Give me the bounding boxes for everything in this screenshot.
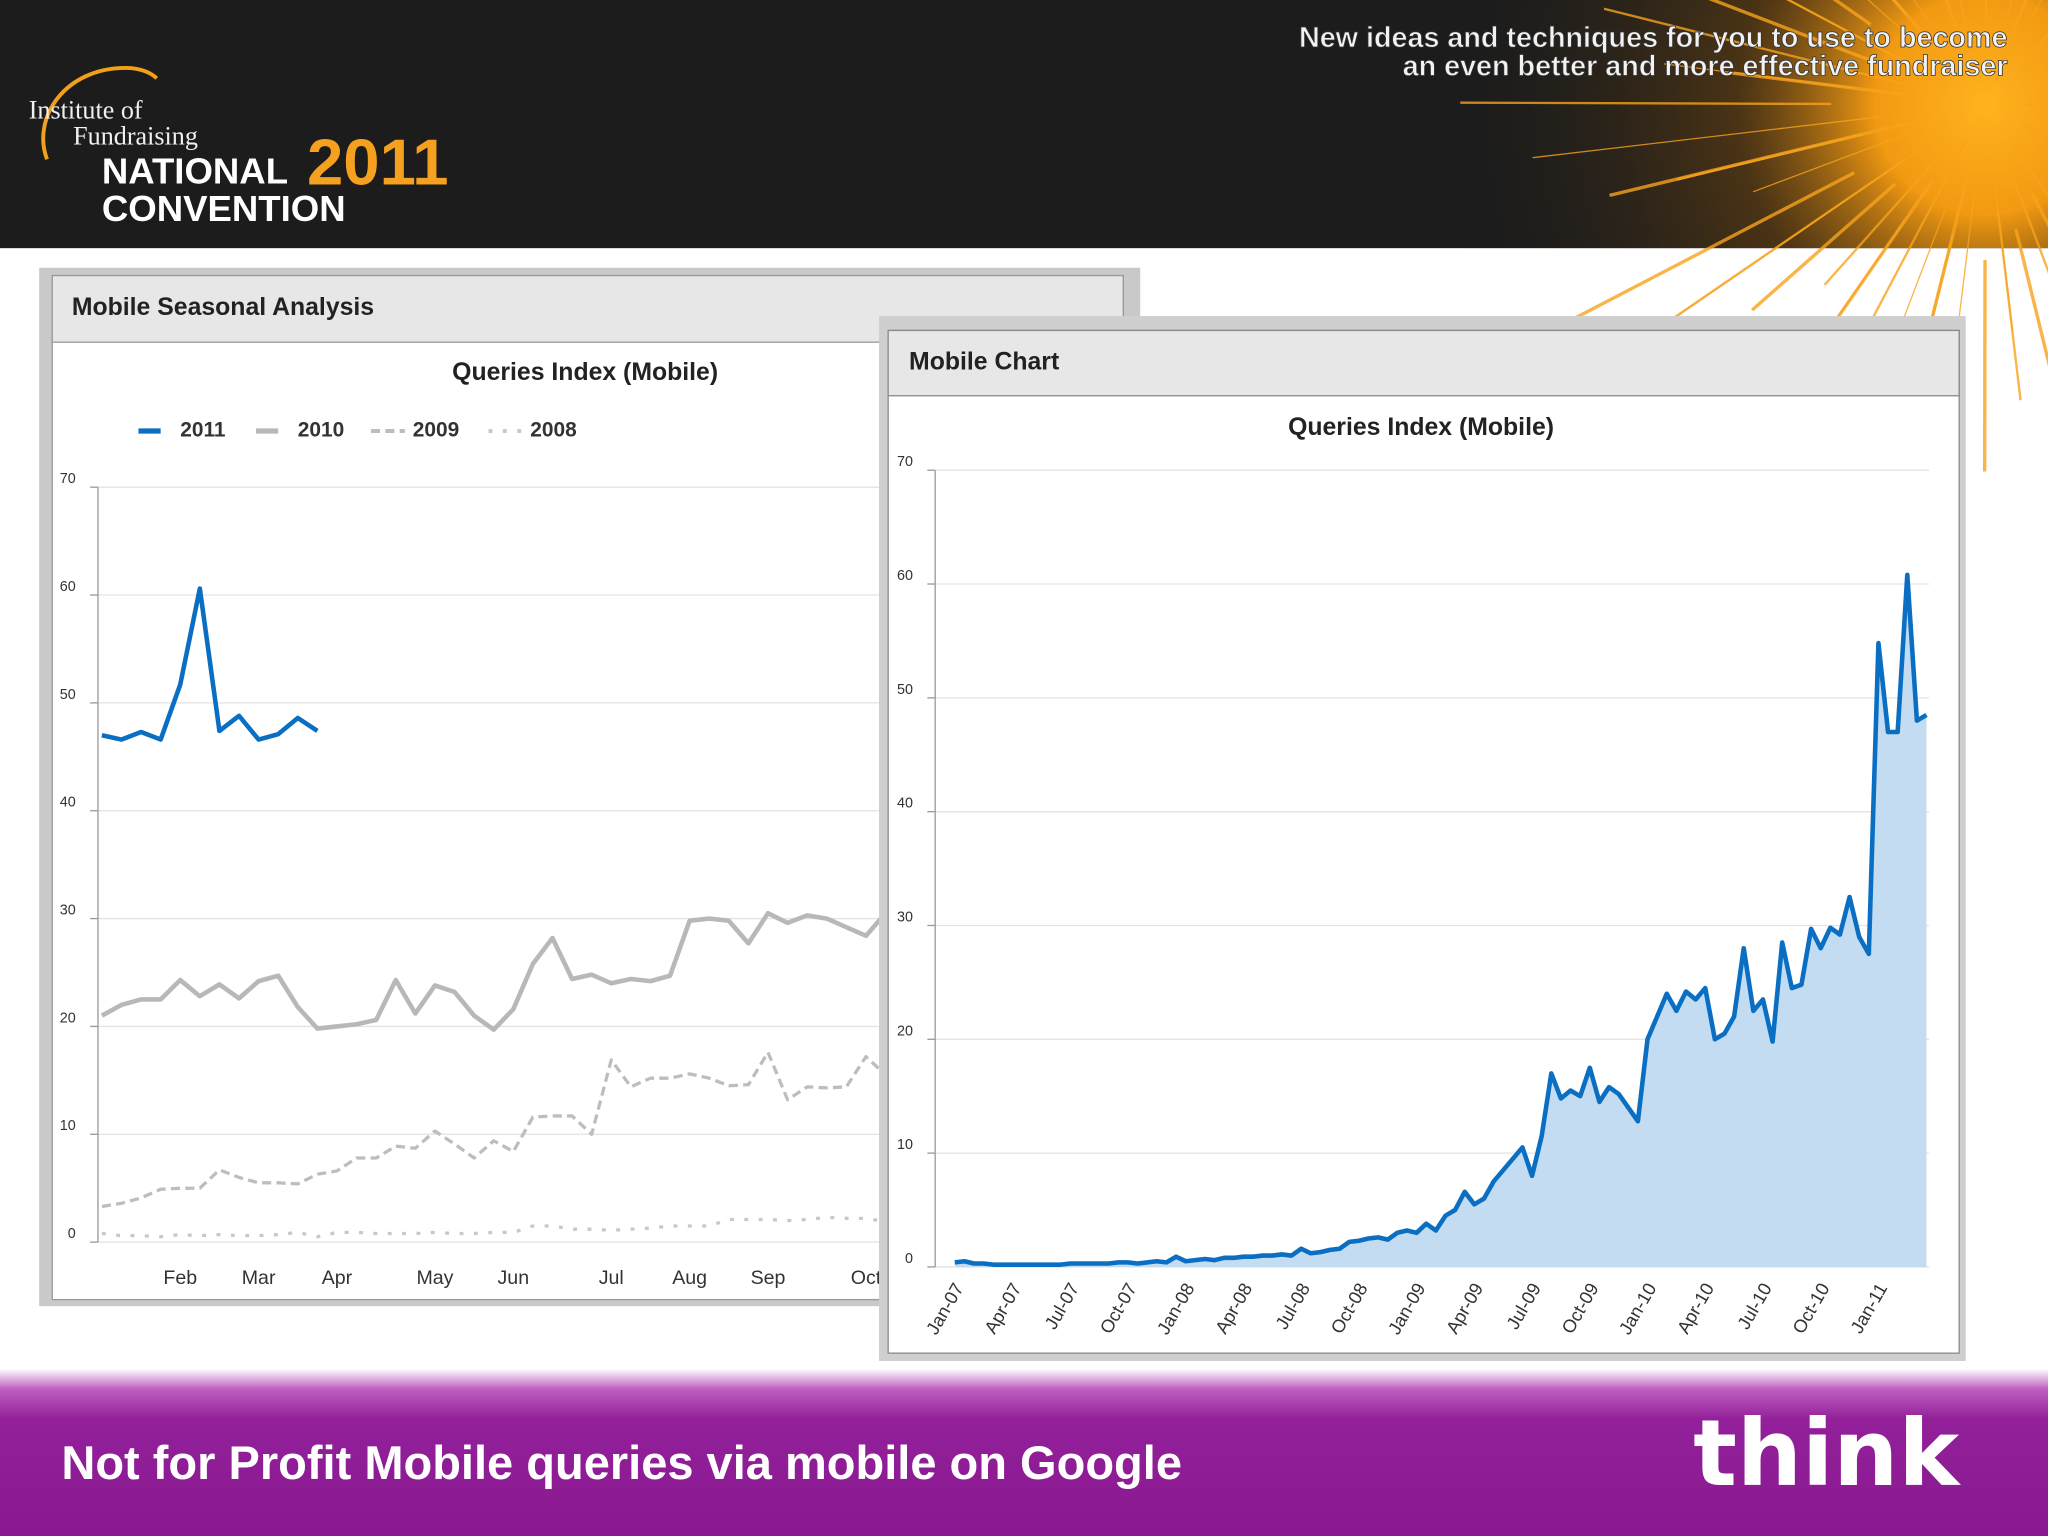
burst-ray (1524, 171, 1856, 346)
chart-title: Queries Index (Mobile) (452, 359, 718, 386)
burst-ray (1786, 0, 1906, 63)
burst-ray (1998, 0, 2028, 67)
header: New ideas and techniques for you to use … (0, 0, 2048, 596)
series-line (954, 572, 1928, 1267)
y-tick-label: 20 (60, 1010, 76, 1026)
header-burst (0, 0, 2048, 249)
series-line (101, 1215, 886, 1239)
burst-ray (1832, 0, 1872, 26)
y-tick-label: 40 (897, 796, 913, 812)
x-tick-label: Apr (322, 1267, 353, 1289)
y-tick-label: 50 (60, 687, 76, 703)
mobile-panel: Mobile Chart Queries Index (Mobile) 0 10 2… (879, 316, 1966, 1361)
logo-year: 2011 (307, 125, 449, 198)
y-tick-label: 10 (60, 1118, 76, 1134)
burst-ray (2000, 0, 2013, 44)
footer-band (0, 1368, 2048, 1536)
burst-ray (1708, 0, 1882, 66)
burst-ray (1823, 157, 1939, 286)
y-tick-label: 50 (897, 682, 913, 698)
footer-caption: Not for Profit Mobile queries via mobile… (61, 1436, 1182, 1489)
burst-ray (1926, 167, 1972, 334)
y-tick-label: 30 (897, 909, 913, 925)
logo-event: NATIONAL (102, 150, 288, 191)
logo-arc (41, 65, 159, 161)
y-tick-label: 70 (897, 454, 913, 470)
footer: Not for Profit Mobile queries via mobile… (0, 1368, 2048, 1536)
burst-ray (2030, 192, 2048, 228)
burst-ray (1532, 116, 1881, 159)
tagline: an even better and more effective fundra… (1403, 51, 2008, 83)
burst-ray (1603, 7, 1924, 91)
y-tick-label: 60 (897, 568, 913, 584)
footer-brand: think (1693, 1400, 1961, 1507)
y-tick-label: 0 (905, 1251, 913, 1267)
x-tick-label: Oct (851, 1267, 882, 1289)
legend-label: 2009 (413, 419, 459, 442)
x-tick-label: Feb (163, 1267, 197, 1289)
y-tick-label: 20 (897, 1023, 913, 1039)
burst-ray (1996, 210, 2022, 401)
burst-ray (2014, 228, 2048, 367)
legend-label: 2008 (530, 419, 576, 442)
logo-org: Institute of (29, 95, 143, 124)
x-tick-label: Jul (599, 1267, 624, 1289)
logo-org: Fundraising (73, 121, 198, 150)
x-tick-label: Aug (672, 1267, 707, 1289)
legend-label: 2011 (180, 419, 226, 442)
burst-ray (1913, 0, 1931, 24)
burst-ray (2012, 178, 2048, 274)
y-tick-label: 70 (60, 471, 76, 487)
series-area (954, 574, 1927, 1267)
y-tick-label: 40 (60, 795, 76, 811)
chart-title: Queries Index (Mobile) (1288, 414, 1554, 441)
y-tick-label: 60 (60, 579, 76, 595)
tagline: New ideas and techniques for you to use … (1299, 22, 2008, 54)
burst-ray (2014, 146, 2048, 198)
y-tick-label: 10 (897, 1137, 913, 1153)
series-line (101, 586, 319, 742)
legend-label: 2010 (298, 419, 344, 442)
burst-ray (1609, 116, 1930, 198)
x-tick-label: May (416, 1267, 453, 1289)
panel-title: Mobile Seasonal Analysis (72, 294, 374, 321)
series-line (100, 910, 888, 1032)
x-tick-label: Sep (751, 1267, 786, 1289)
burst-ray (1752, 131, 1913, 193)
burst-ray (1891, 0, 1954, 69)
x-tick-label: Jun (498, 1267, 530, 1289)
panel-header (887, 329, 1960, 397)
burst-ray (1460, 101, 1832, 106)
burst-ray (1751, 182, 1897, 312)
x-tick-label: Mar (242, 1267, 276, 1289)
panel-title: Mobile Chart (909, 349, 1059, 376)
series-line (101, 1050, 887, 1209)
burst-ray (1663, 63, 1854, 89)
y-tick-label: 0 (68, 1226, 76, 1242)
logo-event: CONVENTION (102, 188, 346, 229)
burst-ray (1867, 0, 1934, 58)
y-tick-label: 30 (60, 903, 76, 919)
